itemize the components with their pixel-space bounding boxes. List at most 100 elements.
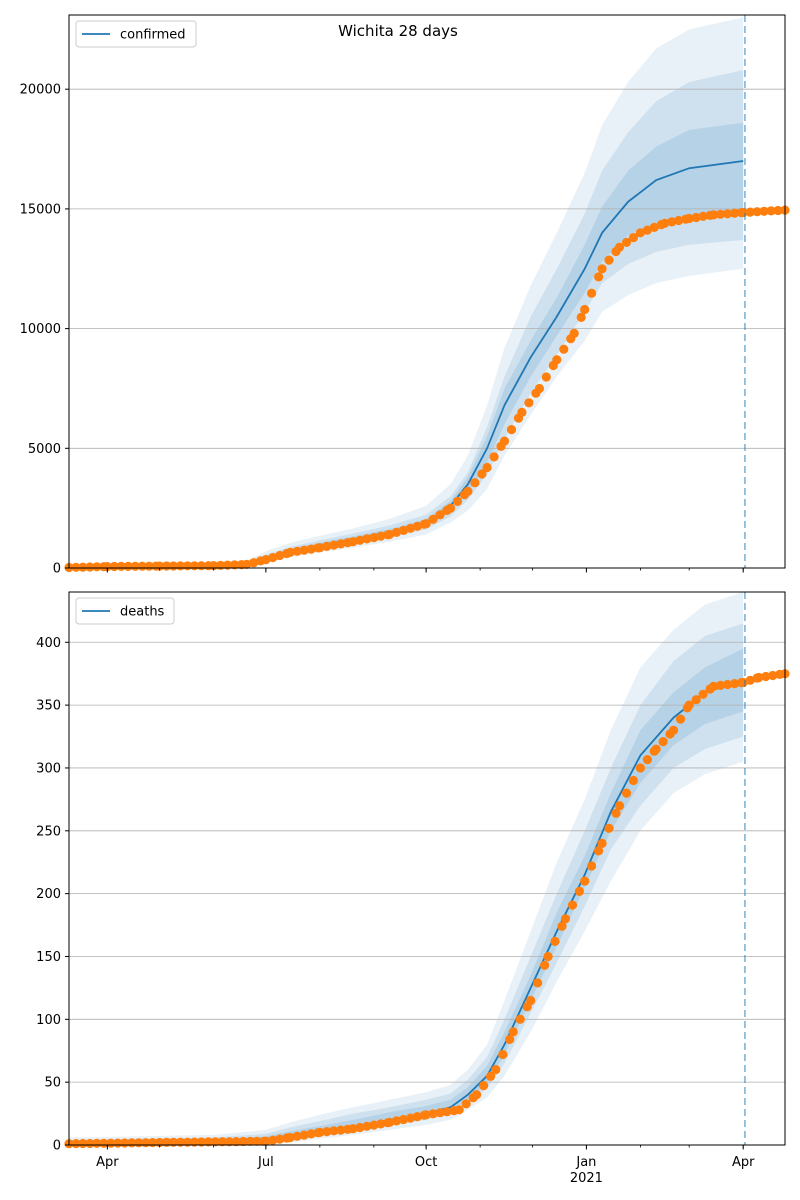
confirmed-observed-point (773, 205, 783, 216)
confirmed-observed-point (594, 272, 604, 282)
confirmed-observed-point (275, 550, 285, 561)
deaths-observed-point (92, 1138, 102, 1148)
deaths-observed-point (231, 1137, 241, 1147)
confirmed-observed-point (336, 539, 346, 549)
deaths-observed-point (376, 1119, 386, 1129)
deaths-observed-point (384, 1117, 395, 1127)
confirmed-observed-point (715, 209, 726, 219)
deaths-observed-point (684, 700, 694, 710)
confirmed-observed-point (445, 503, 456, 513)
deaths-observed-point (238, 1136, 248, 1147)
confirmed-observed-point (709, 210, 719, 220)
deaths-y-axis: 0 50 100 150 200 250 300 350 400 (36, 636, 69, 1154)
confirmed-observed-point (642, 225, 653, 235)
deaths-observed-point (505, 1034, 515, 1044)
deaths-observed-point (580, 876, 590, 886)
deaths-observed-point (691, 695, 701, 705)
confirmed-observed-point (766, 206, 776, 216)
confirmed-observed-point (482, 462, 492, 473)
confirmed-band-0 (69, 17, 744, 568)
deaths-y-tick-label: 250 (36, 824, 61, 839)
confirmed-observed-point (580, 304, 590, 315)
deaths-observed-point (369, 1120, 379, 1130)
deaths-observed-point (491, 1065, 501, 1075)
confirmed-observed-point (85, 562, 95, 572)
deaths-observed-point (421, 1110, 431, 1120)
confirmed-observed-point (745, 207, 755, 217)
confirmed-observed-point (109, 561, 119, 572)
deaths-observed-point (315, 1127, 325, 1137)
deaths-observed-point (515, 1014, 525, 1024)
confirmed-y-tick-label: 15000 (20, 202, 61, 217)
deaths-band-0 (69, 592, 744, 1145)
deaths-band-2 (69, 648, 744, 1145)
deaths-observed-point (722, 679, 733, 690)
confirmed-observed-markers (64, 205, 790, 573)
deaths-observed-point (709, 681, 719, 691)
confirmed-observed-point (463, 486, 473, 496)
deaths-observed-point (391, 1116, 402, 1126)
confirmed-observed-point (268, 553, 278, 563)
deaths-observed-point (224, 1137, 234, 1147)
deaths-observed-point (768, 670, 778, 681)
deaths-observed-point (526, 995, 536, 1006)
confirmed-observed-point (412, 521, 422, 531)
deaths-observed-point (85, 1138, 95, 1149)
confirmed-y-tick-label: 0 (53, 562, 61, 577)
deaths-observed-point (479, 1081, 489, 1091)
deaths-observed-point (275, 1134, 285, 1144)
confirmed-band-1 (69, 70, 744, 568)
confirmed-observed-point (621, 237, 632, 247)
deaths-y-tick-label: 150 (36, 950, 61, 965)
deaths-observed-point (604, 823, 614, 833)
deaths-observed-point (587, 861, 597, 871)
deaths-observed-point (543, 951, 553, 962)
deaths-observed-point (196, 1137, 206, 1147)
confirmed-observed-point (541, 372, 551, 382)
confirmed-observed-point (587, 288, 597, 298)
confirmed-legend-box (75, 20, 197, 48)
deaths-observed-point (203, 1137, 213, 1147)
confirmed-observed-point (78, 562, 88, 572)
confirmed-observed-point (452, 496, 463, 506)
confirmed-observed-point (391, 527, 402, 538)
deaths-observed-point (754, 672, 764, 683)
confirmed-observed-point (362, 534, 372, 544)
deaths-observed-point (362, 1121, 372, 1131)
confirmed-observed-point (428, 514, 438, 524)
confirmed-observed-point (517, 407, 527, 417)
confirmed-x-axis (106, 568, 744, 573)
deaths-legend-label: deaths (120, 605, 165, 620)
deaths-y-tick-label: 50 (44, 1076, 61, 1091)
confirmed-observed-point (376, 531, 386, 541)
deaths-observed-point (355, 1122, 365, 1133)
confirmed-axes-frame (68, 14, 786, 569)
deaths-observed-point (252, 1136, 262, 1146)
deaths-axes-frame (68, 591, 786, 1146)
confirmed-observed-point (604, 255, 614, 265)
confirmed-observed-point (261, 555, 271, 565)
deaths-observed-point (454, 1105, 464, 1115)
confirmed-observed-point (322, 541, 332, 552)
confirmed-observed-point (102, 562, 112, 572)
confirmed-observed-point (499, 436, 510, 446)
deaths-observed-point (567, 900, 578, 910)
confirmed-observed-point (285, 547, 295, 558)
confirmed-observed-point (116, 561, 126, 572)
deaths-observed-point (398, 1114, 409, 1125)
deaths-observed-point (71, 1139, 81, 1149)
deaths-observed-point (715, 680, 726, 691)
confirmed-observed-point (123, 561, 133, 572)
deaths-y-tick-label: 100 (36, 1013, 61, 1028)
confirmed-observed-point (559, 344, 569, 354)
deaths-observed-point (621, 788, 632, 798)
confirmed-observed-point (534, 383, 545, 394)
confirmed-observed-point (292, 546, 302, 556)
confirmed-band-2 (69, 122, 744, 568)
confirmed-uncertainty-bands (69, 17, 744, 568)
confirmed-y-tick-label: 20000 (20, 83, 61, 98)
deaths-observed-point (472, 1090, 482, 1100)
deaths-observed-point (550, 936, 560, 947)
confirmed-observed-point (222, 560, 233, 570)
deaths-observed-point (658, 737, 668, 747)
